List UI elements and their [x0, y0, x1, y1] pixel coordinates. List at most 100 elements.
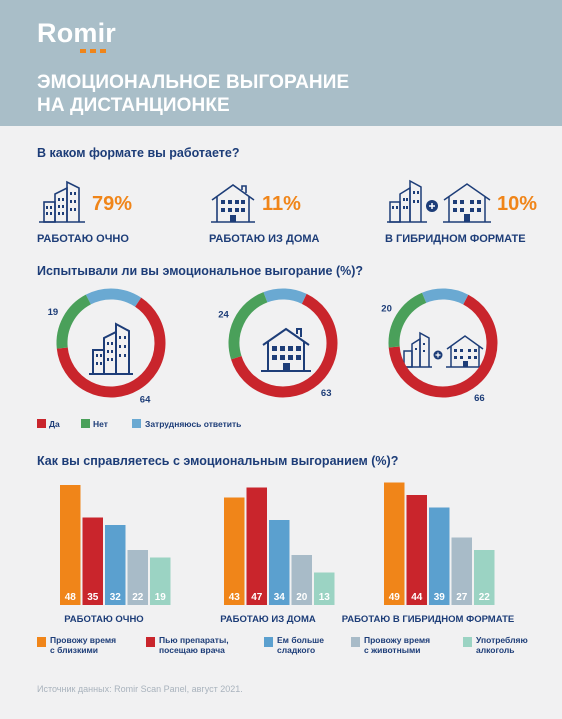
- bar-group-label-1: РАБОТАЮ ИЗ ДОМА: [220, 614, 316, 625]
- coping-legend-label-0: Провожу время с близкими: [50, 635, 116, 655]
- bar-1-2: [269, 520, 290, 605]
- coping-legend-line-0-1: с близкими: [50, 645, 98, 655]
- donut-office-building-icon: [89, 322, 133, 375]
- coping-legend-label-1: Пью препараты, посещаю врача: [159, 635, 229, 655]
- legend-unsure-label: Затрудняюсь ответить: [145, 419, 242, 429]
- donut-0-label-no: 19: [48, 307, 59, 318]
- donut-2-segment-no: [388, 292, 427, 348]
- bar-2-4: [474, 550, 495, 605]
- donut-0-segment-yes: [56, 297, 166, 398]
- page-title: ЭМОЦИОНАЛЬНОЕ ВЫГОРАНИЕ НА ДИСТАНЦИОНКЕ: [37, 71, 349, 117]
- coping-legend-line-1-1: посещаю врача: [159, 645, 225, 655]
- bar-2-0: [384, 482, 405, 605]
- coping-legend-line-4-1: алкоголь: [476, 645, 515, 655]
- format-home-label: РАБОТАЮ ИЗ ДОМА: [209, 233, 320, 245]
- bar-0-0: [60, 485, 81, 605]
- format-hybrid-value: 10%: [497, 193, 538, 215]
- donut-2-label-yes: 66: [474, 393, 485, 404]
- coping-legend-line-0-0: Провожу время: [50, 635, 117, 645]
- office-building-icon: [39, 180, 85, 223]
- coping-legend-line-1-0: Пью препараты,: [159, 635, 229, 645]
- bar-value-0-0: 48: [65, 592, 77, 603]
- coping-legend-swatch-4: [463, 637, 472, 647]
- donut-1-segment-unsure: [263, 288, 307, 304]
- bar-0-4: [150, 557, 171, 605]
- donut-2-label-no: 20: [381, 304, 392, 315]
- legend-no-swatch: [81, 419, 90, 428]
- bar-2-3: [451, 537, 472, 605]
- donut-1-label-no: 24: [218, 309, 229, 320]
- format-office-value: 79%: [92, 193, 133, 215]
- donut-0-segment-unsure: [85, 288, 142, 307]
- burnout-donut-charts: 176419136324146620: [48, 288, 498, 406]
- format-office-label: РАБОТАЮ ОЧНО: [37, 233, 129, 245]
- bar-value-0-2: 32: [110, 592, 122, 603]
- coping-legend-swatch-2: [264, 637, 273, 647]
- format-home-value: 11%: [262, 193, 301, 215]
- bar-value-1-3: 20: [296, 592, 308, 603]
- coping-legend-swatch-3: [351, 637, 360, 647]
- coping-legend-swatch-1: [146, 637, 155, 647]
- format-hybrid-label: В ГИБРИДНОМ ФОРМАТЕ: [385, 233, 526, 245]
- bar-value-0-4: 19: [155, 592, 167, 603]
- donut-2-segment-unsure: [421, 288, 469, 305]
- building-plus-house-icon: [387, 179, 491, 223]
- donut-1-label-yes: 63: [321, 388, 332, 399]
- bar-value-2-4: 22: [479, 592, 491, 603]
- source-note: Источник данных: Romir Scan Panel, авгус…: [37, 684, 243, 694]
- donut-0-label-yes: 64: [140, 395, 151, 406]
- legend-no-label: Нет: [93, 419, 108, 429]
- bar-value-1-1: 47: [251, 592, 263, 603]
- donut-2-segment-yes: [388, 294, 498, 398]
- coping-legend-line-3-0: Провожу время: [364, 635, 431, 645]
- bar-2-1: [406, 495, 427, 605]
- question-work-format: В каком формате вы работаете?: [37, 146, 240, 160]
- bar-value-0-1: 35: [87, 592, 99, 603]
- bar-1-0: [224, 497, 245, 605]
- bar-value-2-1: 44: [411, 592, 423, 603]
- house-icon: [211, 184, 255, 223]
- bar-2-2: [429, 507, 450, 605]
- brand-logo: Romir: [37, 18, 117, 48]
- coping-legend-line-2-1: сладкого: [277, 645, 316, 655]
- legend-unsure-swatch: [132, 419, 141, 428]
- bar-value-0-3: 22: [132, 592, 144, 603]
- bar-value-1-0: 43: [229, 592, 241, 603]
- bar-1-4: [314, 572, 335, 605]
- bar-value-1-4: 13: [319, 592, 331, 603]
- legend-yes-swatch: [37, 419, 46, 428]
- header-banner: Romir ЭМОЦИОНАЛЬНОЕ ВЫГОРАНИЕ НА ДИСТАНЦ…: [0, 0, 562, 126]
- title-line-2: НА ДИСТАНЦИОНКЕ: [37, 95, 230, 116]
- bar-1-3: [291, 555, 312, 605]
- donut-0-segment-no: [56, 294, 92, 349]
- coping-legend-swatch-0: [37, 637, 46, 647]
- donut-house-icon: [261, 327, 311, 372]
- logo-dots: [80, 49, 106, 53]
- donut-building-plus-house-icon: [402, 331, 484, 368]
- bar-0-2: [105, 525, 126, 605]
- donut-1-segment-yes: [231, 293, 338, 398]
- coping-legend-label-4: Употребляю алкоголь: [476, 635, 528, 655]
- coping-legend-line-3-1: с животными: [364, 645, 421, 655]
- coping-legend-label-3: Провожу время с животными: [364, 635, 430, 655]
- bar-value-2-2: 39: [434, 592, 446, 603]
- bar-value-1-2: 34: [274, 592, 286, 603]
- bar-group-label-0: РАБОТАЮ ОЧНО: [64, 614, 143, 625]
- coping-legend-label-2: Ем больше сладкого: [277, 635, 324, 655]
- bar-group-label-2: РАБОТАЮ В ГИБРИДНОМ ФОРМАТЕ: [342, 614, 515, 625]
- bar-0-1: [82, 517, 103, 605]
- legend-yes-label: Да: [49, 419, 60, 429]
- question-coping: Как вы справляетесь с эмоциональным выго…: [37, 454, 399, 468]
- bar-value-2-3: 27: [456, 592, 468, 603]
- bar-value-2-0: 49: [389, 592, 401, 603]
- coping-legend-line-2-0: Ем больше: [277, 635, 324, 645]
- bar-0-3: [127, 550, 148, 605]
- content-area: [0, 126, 562, 719]
- coping-legend-line-4-0: Употребляю: [476, 635, 528, 645]
- title-line-1: ЭМОЦИОНАЛЬНОЕ ВЫГОРАНИЕ: [37, 72, 350, 93]
- donut-1-segment-no: [228, 292, 268, 360]
- question-burnout: Испытывали ли вы эмоциональное выгорание…: [37, 264, 364, 278]
- bar-1-1: [246, 487, 267, 605]
